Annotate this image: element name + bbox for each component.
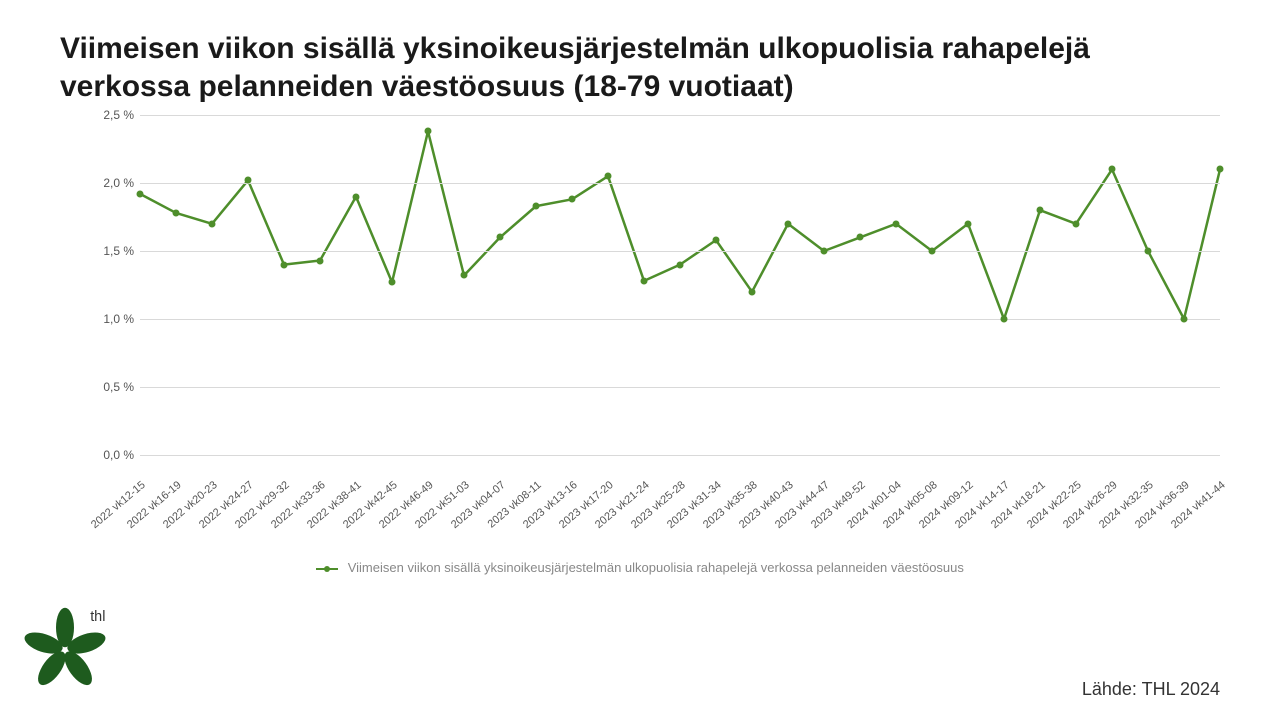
data-point — [533, 203, 540, 210]
y-tick-label: 1,0 % — [103, 312, 134, 326]
grid-line — [140, 319, 1220, 320]
data-point — [1037, 207, 1044, 214]
data-point — [785, 220, 792, 227]
line-path-svg — [140, 115, 1220, 455]
x-axis: 2022 vk12-152022 vk16-192022 vk20-232022… — [90, 475, 1220, 555]
y-tick-label: 0,5 % — [103, 380, 134, 394]
y-tick-label: 2,5 % — [103, 108, 134, 122]
data-point — [821, 248, 828, 255]
data-point — [857, 234, 864, 241]
grid-line — [140, 183, 1220, 184]
data-point — [749, 288, 756, 295]
legend-swatch — [316, 568, 338, 570]
grid-line — [140, 455, 1220, 456]
chart-container: Viimeisen viikon sisällä yksinoikeusjärj… — [0, 0, 1280, 720]
data-point — [389, 279, 396, 286]
data-point — [641, 277, 648, 284]
data-point — [1217, 166, 1224, 173]
grid-line — [140, 251, 1220, 252]
y-tick-label: 1,5 % — [103, 244, 134, 258]
data-point — [929, 248, 936, 255]
logo-text: thl — [90, 609, 105, 625]
data-point — [1109, 166, 1116, 173]
data-point — [173, 209, 180, 216]
plot-area — [140, 115, 1220, 455]
data-point — [1073, 220, 1080, 227]
source-label: Lähde: THL 2024 — [1082, 679, 1220, 700]
data-point — [461, 272, 468, 279]
data-point — [1145, 248, 1152, 255]
data-point — [569, 196, 576, 203]
grid-line — [140, 115, 1220, 116]
thl-logo: thl — [20, 605, 110, 700]
data-point — [965, 220, 972, 227]
legend: Viimeisen viikon sisällä yksinoikeusjärj… — [60, 560, 1220, 575]
chart-plot: 0,0 %0,5 %1,0 %1,5 %2,0 %2,5 % — [90, 115, 1220, 475]
y-axis: 0,0 %0,5 %1,0 %1,5 %2,0 %2,5 % — [90, 115, 140, 455]
series-line — [140, 131, 1220, 319]
data-point — [1181, 316, 1188, 323]
y-tick-label: 2,0 % — [103, 176, 134, 190]
data-point — [317, 257, 324, 264]
data-point — [137, 190, 144, 197]
data-point — [713, 237, 720, 244]
data-point — [281, 261, 288, 268]
data-point — [209, 220, 216, 227]
chart-title: Viimeisen viikon sisällä yksinoikeusjärj… — [60, 30, 1220, 105]
grid-line — [140, 387, 1220, 388]
data-point — [497, 234, 504, 241]
data-point — [353, 193, 360, 200]
legend-label: Viimeisen viikon sisällä yksinoikeusjärj… — [348, 560, 964, 575]
data-point — [425, 128, 432, 135]
y-tick-label: 0,0 % — [103, 448, 134, 462]
data-point — [605, 173, 612, 180]
data-point — [893, 220, 900, 227]
data-point — [245, 177, 252, 184]
data-point — [1001, 316, 1008, 323]
data-point — [677, 261, 684, 268]
